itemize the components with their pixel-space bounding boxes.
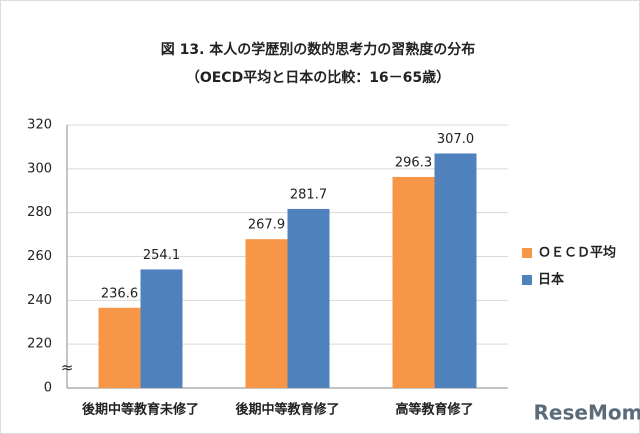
chart-title: 図 13. 本人の学歴別の数的思考力の習熟度の分布 [161, 41, 476, 58]
x-tick-label: 後期中等教育未修了 [82, 402, 199, 418]
bar [287, 208, 330, 388]
y-tick-label: 320 [27, 118, 52, 133]
axis-break: ≈ [61, 359, 74, 377]
data-label: 254.1 [143, 248, 180, 263]
y-tick-label: 280 [27, 205, 52, 220]
legend-label: ＯＥＣＤ平均 [538, 245, 616, 261]
data-label: 236.6 [101, 286, 138, 301]
bar [434, 153, 477, 388]
data-label: 281.7 [290, 187, 327, 202]
legend-swatch [522, 275, 532, 285]
bar [392, 176, 435, 388]
x-tick-label: 高等教育修了 [395, 402, 473, 418]
watermark: ReseMom [534, 401, 640, 425]
legend-label: 日本 [538, 272, 564, 288]
y-tick-label: 260 [27, 249, 52, 264]
y-tick-label: 240 [27, 293, 52, 308]
bar [245, 239, 288, 388]
y-tick-label: 220 [27, 337, 52, 352]
bar [98, 307, 141, 388]
y-tick-label: 0 [44, 381, 52, 396]
chart-subtitle: （OECD平均と日本の比較：16－65歳） [186, 69, 450, 86]
data-label: 296.3 [395, 155, 432, 170]
y-tick-label: 300 [27, 161, 52, 176]
x-tick-label: 後期中等教育修了 [235, 402, 339, 418]
data-label: 267.9 [248, 218, 285, 233]
bar [140, 269, 183, 388]
legend-swatch [522, 248, 532, 258]
data-label: 307.0 [437, 132, 474, 147]
